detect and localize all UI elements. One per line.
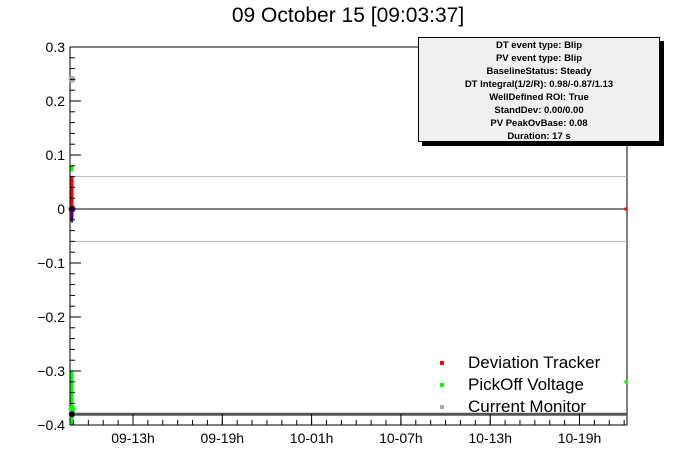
legend-entry: PickOff Voltage [430, 374, 640, 396]
stats-line: StandDev: 0.00/0.00 [494, 105, 584, 116]
plot-frame [69, 46, 628, 426]
chart-title: 09 October 15 [09:03:37] [231, 4, 465, 27]
stats-line: WellDefined ROI: True [489, 92, 589, 103]
y-tick-label: −0.3 [37, 363, 65, 379]
series-point [68, 405, 76, 413]
y-tick-label: −0.1 [37, 255, 65, 271]
y-tick-label: 0.3 [46, 39, 66, 55]
legend-marker [440, 361, 444, 365]
legend-marker [440, 383, 444, 387]
stats-line: Duration: 17 s [507, 131, 571, 142]
x-tick-label: 10-01h [290, 430, 334, 446]
y-tick-label: 0.1 [46, 147, 66, 163]
x-tick-label: 10-19h [558, 430, 602, 446]
legend-label: Current Monitor [468, 397, 587, 416]
y-tick-label: −0.2 [37, 309, 65, 325]
series-point [624, 207, 628, 211]
stats-line: PV event type: Blip [495, 53, 583, 64]
legend-entry: Deviation Tracker [430, 352, 640, 374]
stats-line: DT event type: Blip [495, 40, 583, 51]
x-tick-label: 09-13h [111, 430, 155, 446]
legend-entry: Current Monitor [430, 396, 640, 418]
x-tick-label: 10-07h [379, 430, 423, 446]
y-tick-label: 0.2 [46, 93, 66, 109]
y-tick-label: −0.4 [37, 417, 65, 433]
x-tick-label: 09-19h [201, 430, 245, 446]
legend-label: PickOff Voltage [468, 375, 584, 394]
stats-line: PV PeakOvBase: 0.08 [490, 118, 588, 129]
legend-marker [440, 405, 444, 409]
stats-line: DT Integral(1/2/R): 0.98/-0.87/1.13 [464, 79, 614, 90]
x-tick-label: 10-13h [468, 430, 512, 446]
legend-label: Deviation Tracker [468, 353, 601, 372]
series-point [624, 380, 628, 384]
stats-box: DT event type: Blip PV event type: Blip Ba… [418, 37, 660, 142]
stats-line: BaselineStatus: Steady [486, 66, 592, 77]
legend: Deviation Tracker PickOff Voltage Current … [430, 352, 640, 418]
y-tick-label: 0 [57, 201, 65, 217]
